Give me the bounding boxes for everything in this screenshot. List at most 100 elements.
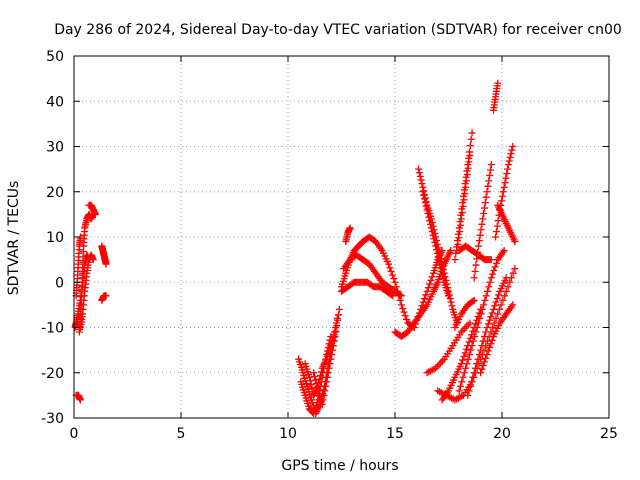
- data-point: [497, 301, 505, 309]
- data-point: [418, 180, 426, 188]
- data-point: [421, 295, 429, 303]
- data-point: [463, 171, 471, 179]
- data-point: [445, 292, 452, 300]
- data-point: [487, 161, 495, 169]
- data-point: [492, 228, 500, 236]
- data-point: [478, 305, 486, 313]
- chart-title: Day 286 of 2024, Sidereal Day-to-day VTE…: [54, 22, 622, 38]
- data-point: [311, 372, 319, 380]
- data-point: [438, 267, 446, 275]
- x-tick-label: 0: [70, 426, 79, 442]
- data-point: [467, 135, 475, 143]
- data-point: [307, 381, 315, 389]
- data-point: [494, 310, 502, 318]
- data-point: [482, 292, 490, 300]
- axis-ticks: [73, 55, 610, 419]
- data-point: [396, 291, 404, 299]
- data-point: [346, 224, 354, 232]
- data-point: [461, 349, 469, 357]
- data-point: [470, 369, 478, 377]
- data-point: [415, 165, 423, 173]
- data-point: [312, 380, 320, 388]
- data-point: [328, 351, 336, 359]
- x-tick-labels: 0 5 10 15 20 25: [70, 426, 618, 442]
- data-point: [480, 204, 488, 212]
- data-point: [460, 369, 468, 377]
- data-point: [456, 382, 464, 390]
- data-point: [329, 342, 337, 350]
- data-point: [432, 242, 440, 250]
- data-point: [457, 215, 465, 223]
- data-point: [509, 269, 517, 277]
- data-point: [511, 238, 519, 246]
- data-point: [476, 314, 484, 322]
- series-afternoon-arc-2: [340, 251, 405, 300]
- data-point: [499, 188, 507, 196]
- series-evening-arc-13: [477, 301, 517, 377]
- data-point: [320, 391, 328, 399]
- series-evening-arc-4: [453, 152, 474, 255]
- data-point: [455, 234, 463, 242]
- data-point: [488, 336, 496, 344]
- data-point: [498, 197, 506, 205]
- data-point: [502, 274, 510, 282]
- data-point: [333, 322, 341, 330]
- data-point: [469, 327, 477, 335]
- data-point: [486, 166, 494, 174]
- data-point: [484, 347, 492, 355]
- data-point: [480, 209, 488, 217]
- data-point: [421, 195, 429, 203]
- data-point: [465, 387, 473, 395]
- data-point: [506, 278, 514, 286]
- data-point: [310, 369, 318, 377]
- data-point: [482, 328, 490, 336]
- data-point: [429, 231, 437, 239]
- data-point: [454, 240, 462, 248]
- y-tick-label: 30: [46, 140, 64, 156]
- data-point: [102, 260, 110, 268]
- data-point: [501, 292, 509, 300]
- data-point: [334, 316, 342, 324]
- data-point: [481, 199, 489, 207]
- data-point: [423, 206, 431, 214]
- data-point: [419, 188, 427, 196]
- data-point: [323, 373, 331, 381]
- data-point: [484, 320, 492, 328]
- data-point: [385, 260, 393, 268]
- data-point: [466, 142, 474, 150]
- data-point: [400, 308, 408, 316]
- data-point: [91, 210, 99, 218]
- data-point: [483, 188, 491, 196]
- series-early-arc-4: [76, 251, 97, 331]
- data-point: [480, 333, 488, 341]
- data-point: [502, 287, 510, 295]
- data-point: [459, 373, 467, 381]
- data-point: [459, 202, 467, 210]
- data-point: [486, 316, 494, 324]
- data-point: [500, 247, 508, 255]
- data-point: [508, 146, 516, 154]
- data-point: [476, 231, 484, 239]
- series-evening-arc-10: [438, 305, 485, 404]
- data-point: [469, 373, 477, 381]
- data-point: [491, 302, 499, 310]
- data-point: [471, 320, 479, 328]
- data-point: [462, 345, 470, 353]
- data-point: [447, 298, 455, 306]
- data-point: [435, 257, 443, 265]
- y-tick-label: -20: [41, 366, 64, 382]
- data-point: [477, 310, 485, 318]
- series-evening-arc-3: [451, 129, 476, 264]
- data-point: [329, 346, 337, 354]
- data-point: [426, 280, 434, 288]
- series-evening-arc-11: [455, 247, 508, 395]
- data-point: [475, 351, 483, 359]
- data-point: [460, 352, 468, 360]
- data-point: [460, 196, 468, 204]
- data-point: [483, 351, 491, 359]
- data-point: [403, 315, 411, 323]
- data-point: [102, 292, 110, 300]
- data-point: [498, 192, 506, 200]
- data-point: [316, 375, 324, 383]
